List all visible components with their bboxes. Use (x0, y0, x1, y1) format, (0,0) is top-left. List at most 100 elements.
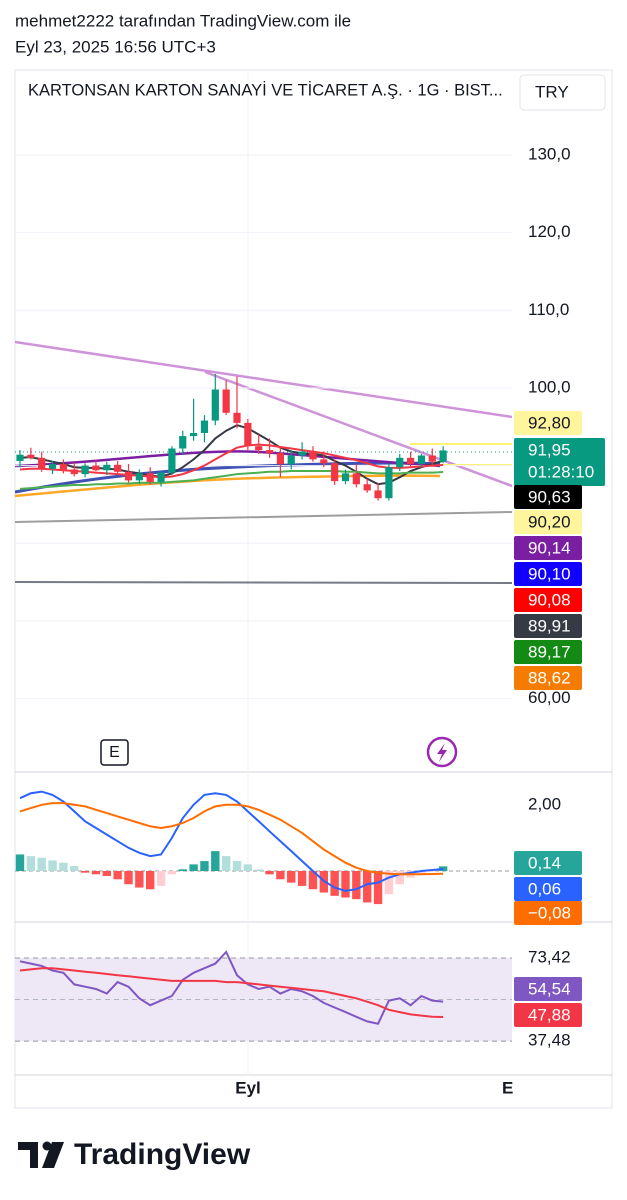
main-pane (15, 154, 512, 700)
candle-body (38, 457, 46, 469)
price-label-box (514, 977, 582, 1001)
price-label-box (514, 588, 582, 612)
candle-body (428, 455, 436, 462)
indicator-line (19, 443, 444, 479)
ma-line (15, 474, 441, 498)
candle-body (135, 473, 143, 481)
candle-body (92, 465, 100, 471)
indicator-line (19, 470, 444, 490)
price-label-box (514, 562, 582, 586)
candle-body (341, 473, 350, 482)
indicator-line (19, 967, 444, 1018)
candle-body (103, 464, 111, 471)
price-label: 90,20 (528, 512, 571, 531)
price-label: 88,62 (528, 668, 571, 687)
events-icon[interactable] (100, 739, 129, 766)
countdown: 01:28:10 (528, 462, 594, 481)
histogram-bar (135, 871, 144, 888)
candle-body (309, 451, 317, 460)
y-tick-label: 110,0 (528, 300, 569, 319)
symbol-title: KARTONSAN KARTON SANAYİ VE TİCARET A.Ş. … (28, 80, 503, 99)
histogram-bar (373, 871, 383, 905)
candle-body (48, 464, 57, 469)
price-label: 90,14 (528, 538, 571, 557)
price-label: 92,80 (528, 413, 571, 432)
logo-shape (18, 1142, 38, 1168)
candle-body (179, 436, 187, 449)
histogram-bar (384, 871, 394, 895)
ma-line (15, 450, 441, 468)
histogram-bar (287, 871, 296, 883)
price-label-box (514, 485, 582, 509)
y-tick-label: 2,00 (528, 794, 561, 813)
candle-body (244, 422, 252, 447)
candle-body (200, 420, 209, 433)
histogram-bar (232, 861, 242, 872)
price-label: 90,63 (528, 487, 571, 506)
currency-button[interactable] (519, 74, 606, 111)
indicator-line (19, 802, 444, 876)
histogram-bar (330, 871, 339, 896)
histogram-bar (156, 871, 166, 886)
histogram-bar (59, 862, 68, 872)
candle-body (124, 471, 133, 481)
candle-body (352, 473, 360, 485)
candle-body (407, 457, 415, 465)
chart-frame (14, 69, 613, 1109)
histogram-bar (265, 871, 274, 875)
price-label-box (514, 614, 582, 638)
time-label: Eyl (235, 1078, 261, 1097)
y-tick-label: 73,42 (528, 947, 571, 966)
histogram-bar (124, 871, 133, 885)
histogram-bar (297, 871, 307, 886)
support-line (15, 581, 512, 584)
candle-body (27, 454, 35, 458)
candle-body (417, 455, 426, 465)
flash-icon-bolt (437, 743, 447, 762)
histogram-bar (417, 871, 426, 875)
currency[interactable]: TRY (535, 82, 569, 101)
candle-body (81, 465, 89, 475)
candle-body (320, 459, 328, 464)
y-tick-label: 60,00 (528, 688, 571, 707)
candle-body (146, 473, 154, 482)
price-label: 91,95 (528, 440, 571, 459)
candle-body (374, 490, 382, 499)
price-label: 0,06 (528, 879, 561, 898)
candle-body (222, 389, 230, 413)
axis-labels: 130,0120,0110,0100,090,0080,0070,0060,00… (514, 144, 605, 1050)
candle-body (385, 467, 393, 499)
price-label-box (514, 510, 582, 534)
histogram-bar (276, 871, 285, 880)
brand-name: TradingView (74, 1138, 251, 1171)
price-label-box (514, 877, 582, 901)
trend-line (15, 340, 512, 419)
histogram-bar (211, 851, 220, 872)
histogram-bar (341, 871, 350, 898)
histogram-bar (113, 871, 122, 880)
candle-body (363, 484, 371, 491)
price-label-box (514, 411, 582, 435)
price-label-box (514, 438, 605, 486)
histogram-bar (428, 871, 437, 872)
support-line (15, 511, 512, 523)
price-label-box (514, 536, 582, 560)
histogram-bar (146, 871, 155, 890)
logo-shape (42, 1141, 52, 1151)
candle-body (59, 464, 67, 470)
candle-body (157, 472, 165, 482)
histogram-bar (167, 871, 177, 875)
candle-body (211, 389, 219, 421)
y-tick-label: 130,0 (528, 144, 571, 163)
price-label-box (514, 1003, 582, 1027)
price-label: 90,08 (528, 590, 571, 609)
events-icon-label[interactable]: E (109, 744, 120, 761)
y-tick-label: 37,48 (528, 1031, 571, 1050)
histogram-bar (91, 871, 101, 875)
price-label: 89,91 (528, 616, 571, 635)
macd-pane (15, 790, 512, 905)
candle-body (255, 446, 263, 451)
histogram-bar (26, 856, 36, 872)
